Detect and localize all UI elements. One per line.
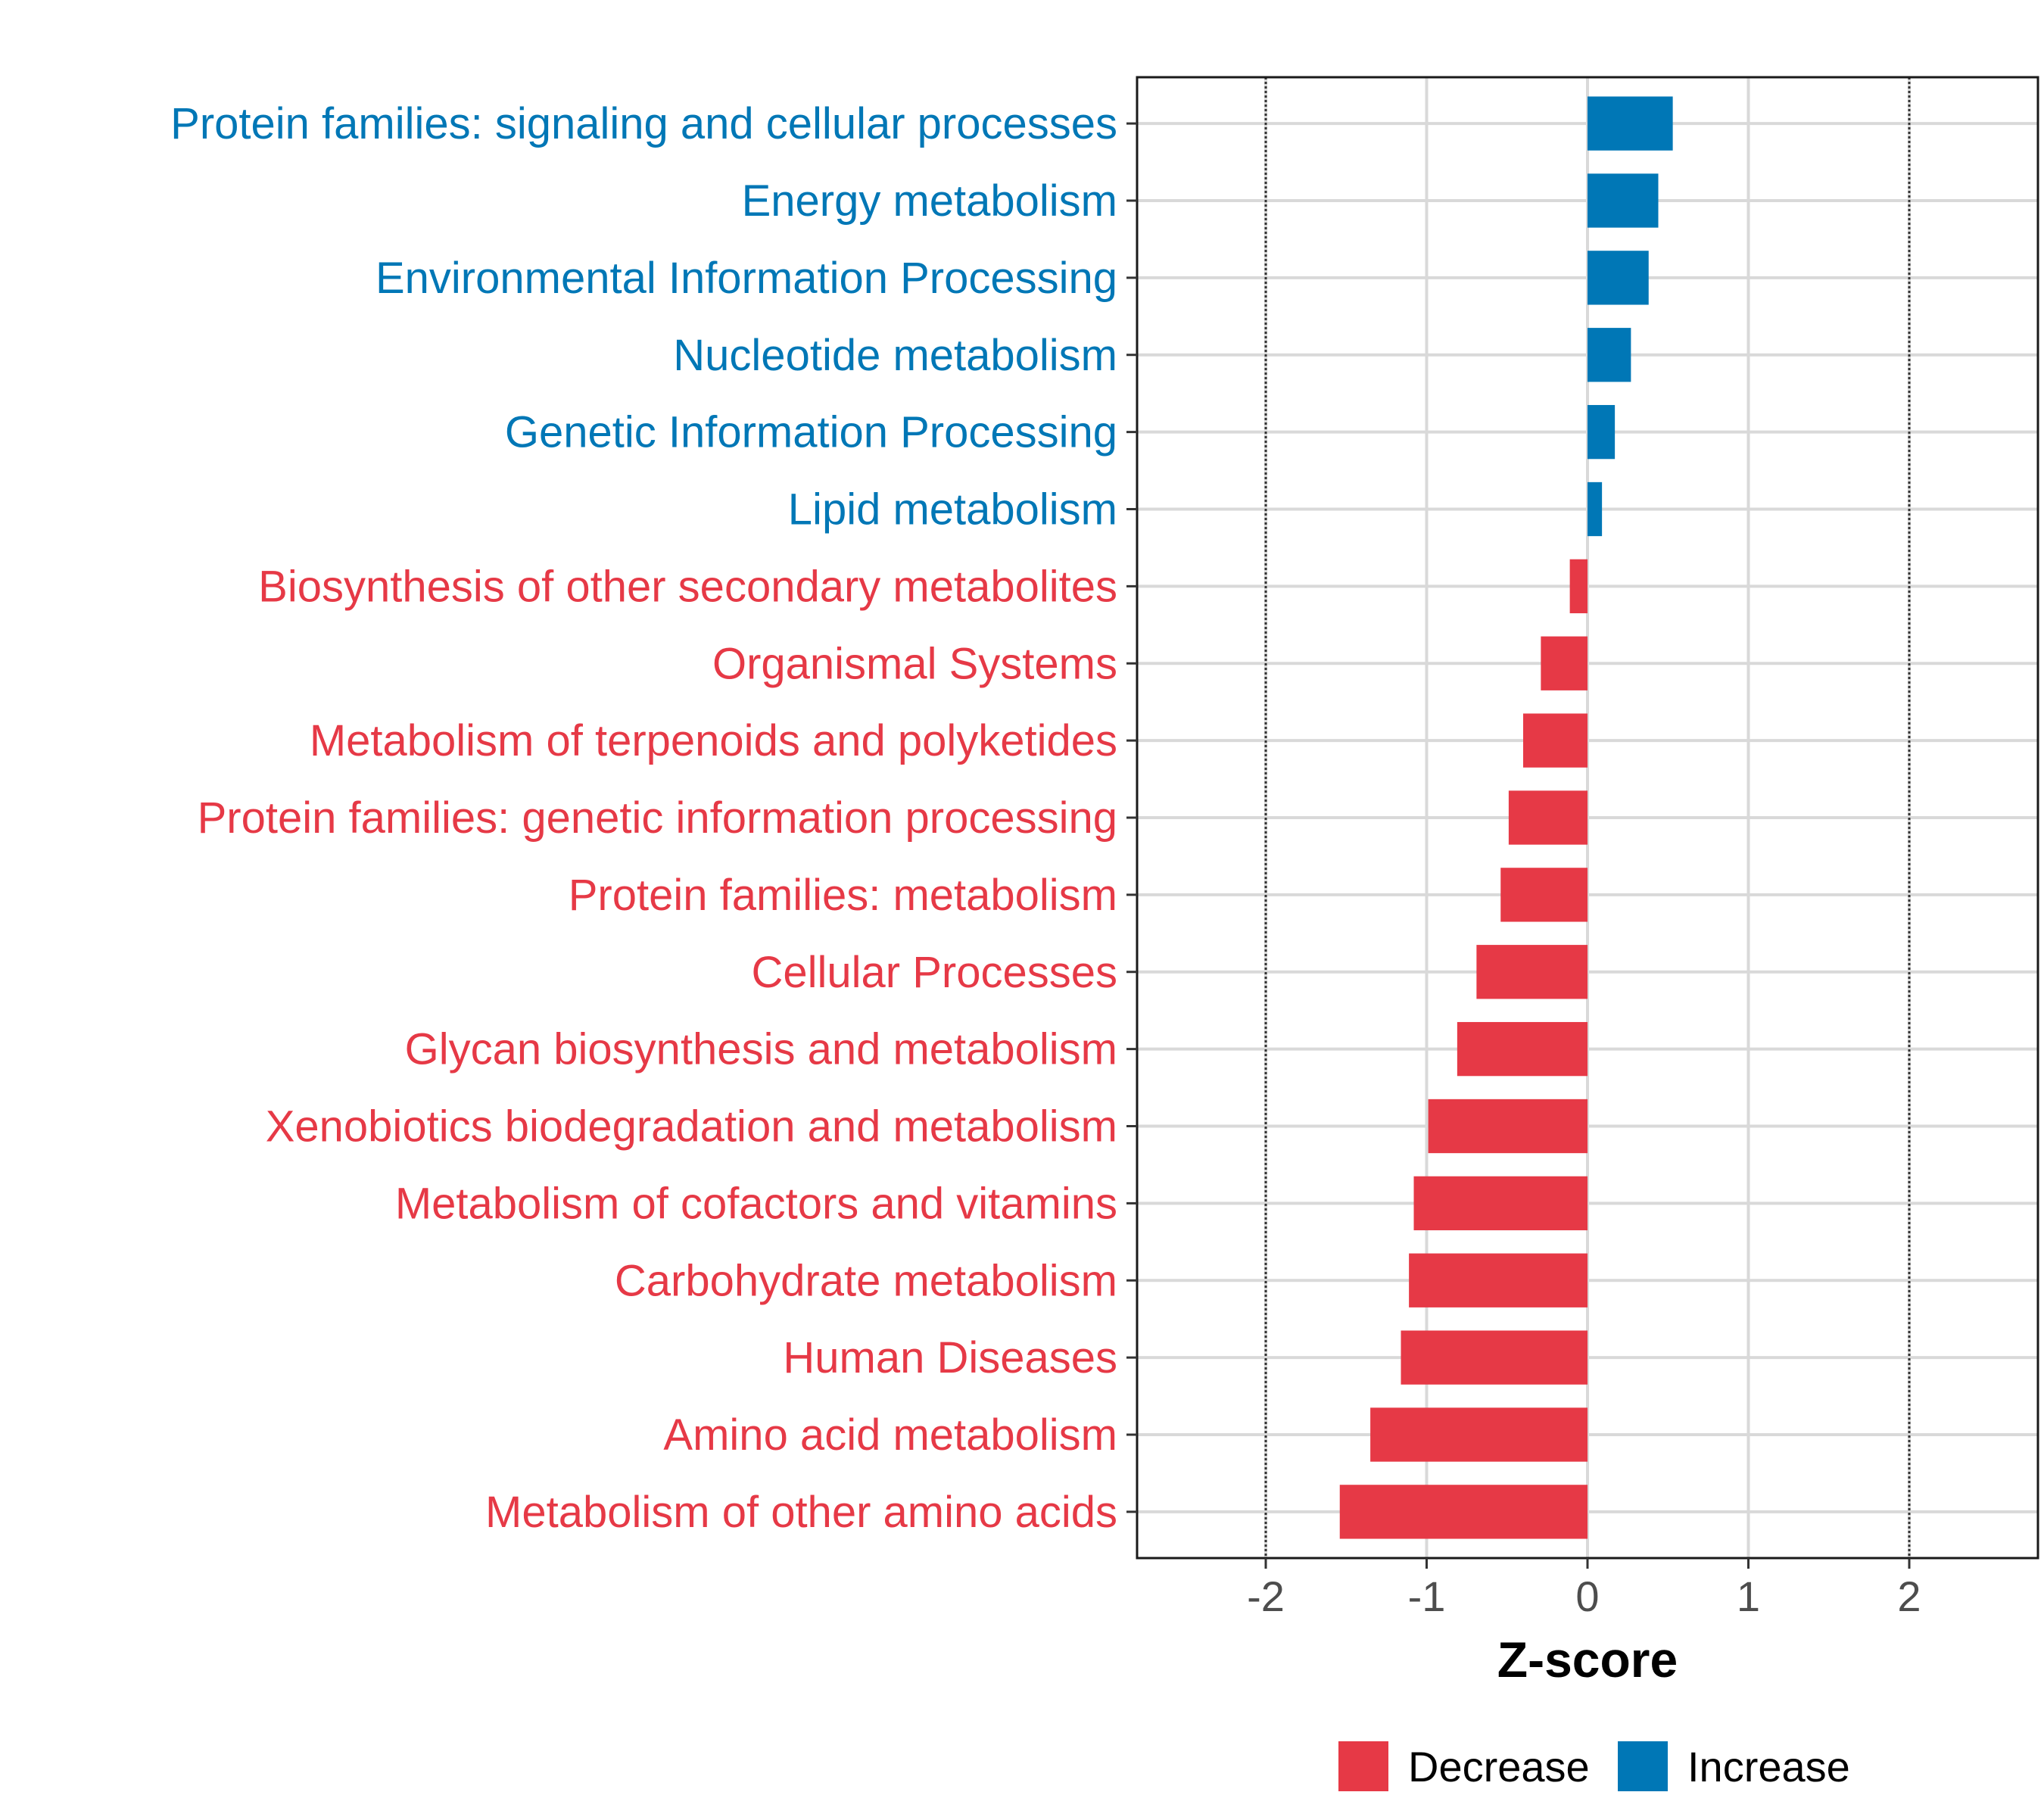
category-label: Nucleotide metabolism: [673, 331, 1117, 380]
category-label: Organismal Systems: [712, 639, 1117, 688]
x-tick-label: 2: [1897, 1572, 1921, 1620]
category-label: Protein families: signaling and cellular…: [170, 99, 1117, 148]
bar: [1588, 96, 1673, 151]
bar: [1588, 482, 1603, 537]
category-label: Environmental Information Processing: [375, 254, 1117, 303]
bar: [1401, 1330, 1588, 1385]
category-label: Cellular Processes: [751, 948, 1117, 997]
category-label: Amino acid metabolism: [663, 1410, 1117, 1460]
legend-swatch: [1618, 1741, 1668, 1791]
category-label: Lipid metabolism: [788, 485, 1117, 535]
category-label: Genetic Information Processing: [505, 408, 1117, 457]
category-label: Xenobiotics biodegradation and metabolis…: [266, 1102, 1117, 1152]
category-label: Glycan biosynthesis and metabolism: [405, 1025, 1117, 1074]
bar: [1476, 945, 1588, 999]
bar: [1588, 251, 1649, 305]
bar: [1428, 1099, 1588, 1154]
legend-label: Increase: [1687, 1743, 1850, 1791]
x-axis-ticks: -2 -1 0 1 2: [1247, 1558, 1921, 1620]
category-label: Metabolism of other amino acids: [485, 1488, 1117, 1537]
bar: [1339, 1485, 1588, 1539]
bar: [1457, 1021, 1588, 1077]
bar: [1370, 1407, 1588, 1462]
category-label: Metabolism of cofactors and vitamins: [395, 1179, 1117, 1228]
bar: [1569, 559, 1588, 614]
reference-lines: [1264, 77, 1911, 1558]
x-tick-label: -1: [1408, 1572, 1446, 1620]
category-label: Carbohydrate metabolism: [615, 1256, 1117, 1305]
bar: [1588, 328, 1631, 382]
bars: [1339, 96, 1673, 1539]
category-label: Metabolism of terpenoids and polyketides: [310, 716, 1117, 765]
category-label: Protein families: genetic information pr…: [198, 793, 1117, 843]
x-axis-title: Z-score: [1497, 1632, 1678, 1688]
x-tick-label: -2: [1247, 1572, 1285, 1620]
category-label: Biosynthesis of other secondary metaboli…: [258, 562, 1117, 611]
category-label: Energy metabolism: [742, 176, 1117, 226]
bar: [1588, 173, 1659, 228]
legend-swatch: [1338, 1741, 1388, 1791]
bar: [1409, 1253, 1588, 1307]
y-axis-ticks: Protein families: signaling and cellular…: [170, 99, 1137, 1537]
category-label: Human Diseases: [783, 1333, 1117, 1382]
legend: Decrease Increase: [1338, 1741, 1850, 1791]
category-label: Protein families: metabolism: [569, 871, 1117, 920]
bar: [1523, 713, 1588, 768]
bar: [1541, 636, 1588, 690]
bar: [1500, 868, 1588, 922]
bar: [1413, 1176, 1588, 1231]
x-tick-label: 1: [1737, 1572, 1760, 1620]
bar: [1508, 790, 1588, 845]
bar: [1588, 404, 1616, 460]
legend-label: Decrease: [1408, 1743, 1590, 1791]
x-tick-label: 0: [1575, 1572, 1599, 1620]
